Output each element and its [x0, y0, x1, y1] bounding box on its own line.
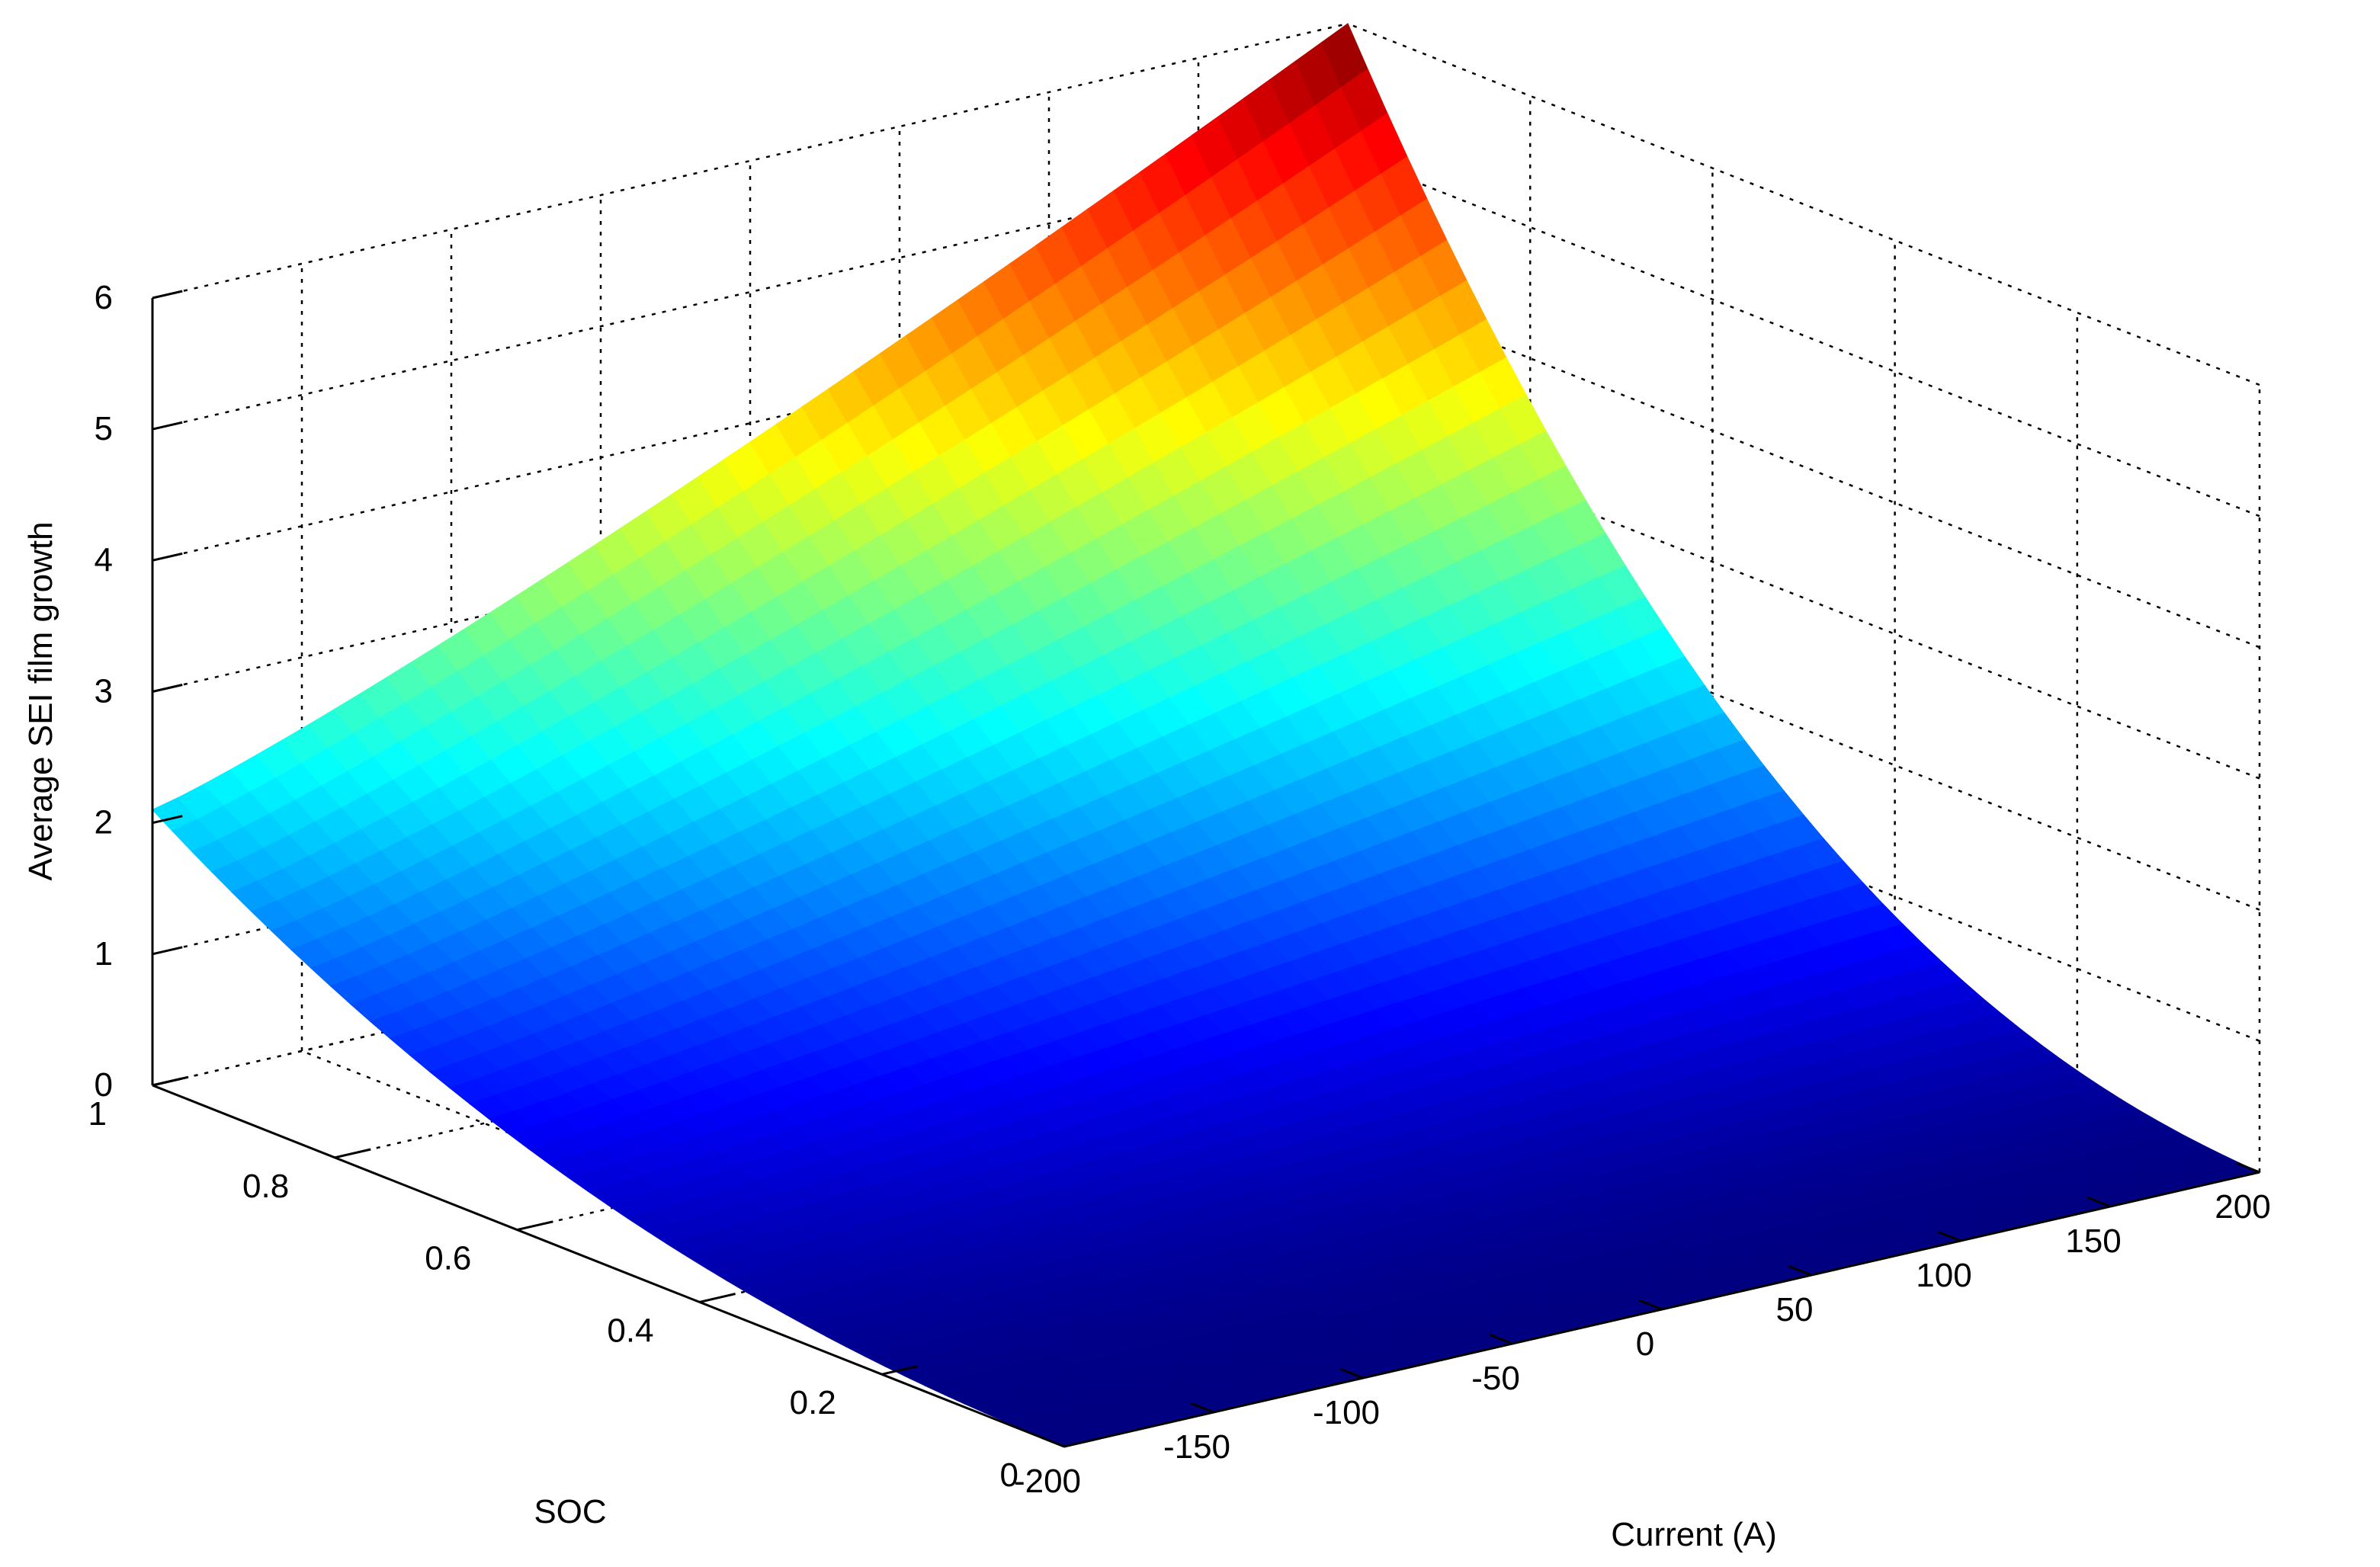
x-tick — [2087, 1196, 2111, 1208]
z-tick — [152, 552, 183, 562]
y-axis-line — [152, 1084, 1065, 1448]
x-tick — [1638, 1299, 1663, 1311]
z-tick-label: 6 — [95, 279, 113, 316]
x-tick — [2236, 1162, 2260, 1174]
axes-layer — [151, 290, 2260, 1448]
grid-line-wall-z — [152, 285, 1349, 562]
surface-layer — [151, 23, 2261, 1447]
z-tick — [152, 421, 183, 431]
y-tick — [699, 1293, 736, 1303]
z-tick — [152, 946, 183, 956]
x-tick — [1041, 1436, 1065, 1448]
grid-line-wall-z — [152, 809, 1349, 1087]
x-tick-label: -200 — [1014, 1463, 1081, 1500]
z-tick-label: 0 — [95, 1066, 113, 1104]
x-tick — [1489, 1333, 1513, 1345]
grid-line-wall-z — [152, 416, 1349, 693]
y-tick-label: 0.6 — [425, 1240, 471, 1277]
grid-line-wall-z — [152, 22, 1349, 300]
y-tick — [1063, 1437, 1101, 1448]
z-tick-label: 5 — [95, 410, 113, 447]
x-tick-label: -100 — [1313, 1394, 1380, 1431]
grid-line-side-z — [1347, 678, 2260, 1042]
labels-layer: Current (A) SOC Average SEI film growth … — [22, 279, 2271, 1553]
grid-line-side-z — [1347, 154, 2260, 518]
y-tick — [881, 1364, 919, 1376]
y-tick-label: 0.2 — [790, 1384, 836, 1421]
y-axis-title: SOC — [534, 1493, 606, 1530]
grid-line-side-z — [1347, 285, 2260, 649]
x-axis-title: Current (A) — [1611, 1516, 1777, 1553]
z-tick-label: 4 — [95, 541, 113, 578]
x-tick-label: -50 — [1471, 1360, 1520, 1397]
x-tick — [1788, 1264, 1812, 1277]
y-tick-label: 0.4 — [607, 1312, 653, 1349]
z-tick-label: 3 — [95, 673, 113, 710]
x-tick-label: 50 — [1776, 1291, 1814, 1328]
y-tick — [334, 1148, 371, 1159]
y-tick-label: 1 — [88, 1095, 107, 1133]
x-tick — [1190, 1402, 1214, 1414]
y-tick — [517, 1220, 553, 1232]
x-tick-label: 0 — [1636, 1325, 1654, 1363]
x-tick-label: 100 — [1916, 1257, 1971, 1294]
grid-line-wall-z — [152, 153, 1349, 431]
z-tick — [152, 815, 183, 825]
y-tick-label: 0 — [1000, 1456, 1018, 1494]
z-axis-title: Average SEI film growth — [22, 521, 59, 880]
z-tick-label: 2 — [95, 804, 113, 841]
x-tick — [1339, 1367, 1364, 1380]
y-tick-label: 0.8 — [242, 1168, 289, 1205]
x-tick — [1937, 1230, 1961, 1242]
z-tick-label: 1 — [95, 935, 113, 973]
x-tick-label: -150 — [1163, 1428, 1230, 1466]
grid-line-side-z — [1347, 547, 2260, 911]
grid-line-side-z — [1347, 416, 2260, 780]
z-tick — [152, 1077, 183, 1087]
x-tick-label: 200 — [2215, 1188, 2270, 1226]
z-tick — [152, 290, 183, 300]
grid-line-side-z — [1347, 22, 2260, 386]
z-tick — [152, 684, 183, 693]
x-tick-label: 150 — [2065, 1223, 2121, 1260]
